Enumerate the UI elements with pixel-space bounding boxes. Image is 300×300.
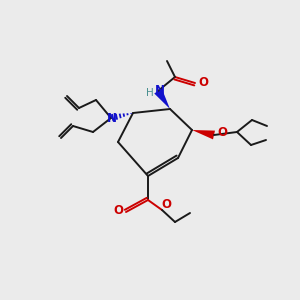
Text: N: N [155,83,165,97]
Text: O: O [217,127,227,140]
Polygon shape [192,130,215,140]
Text: N: N [107,112,117,124]
Polygon shape [154,88,170,109]
Text: O: O [198,76,208,88]
Text: H: H [146,88,154,98]
Text: O: O [161,197,171,211]
Text: O: O [113,205,123,218]
